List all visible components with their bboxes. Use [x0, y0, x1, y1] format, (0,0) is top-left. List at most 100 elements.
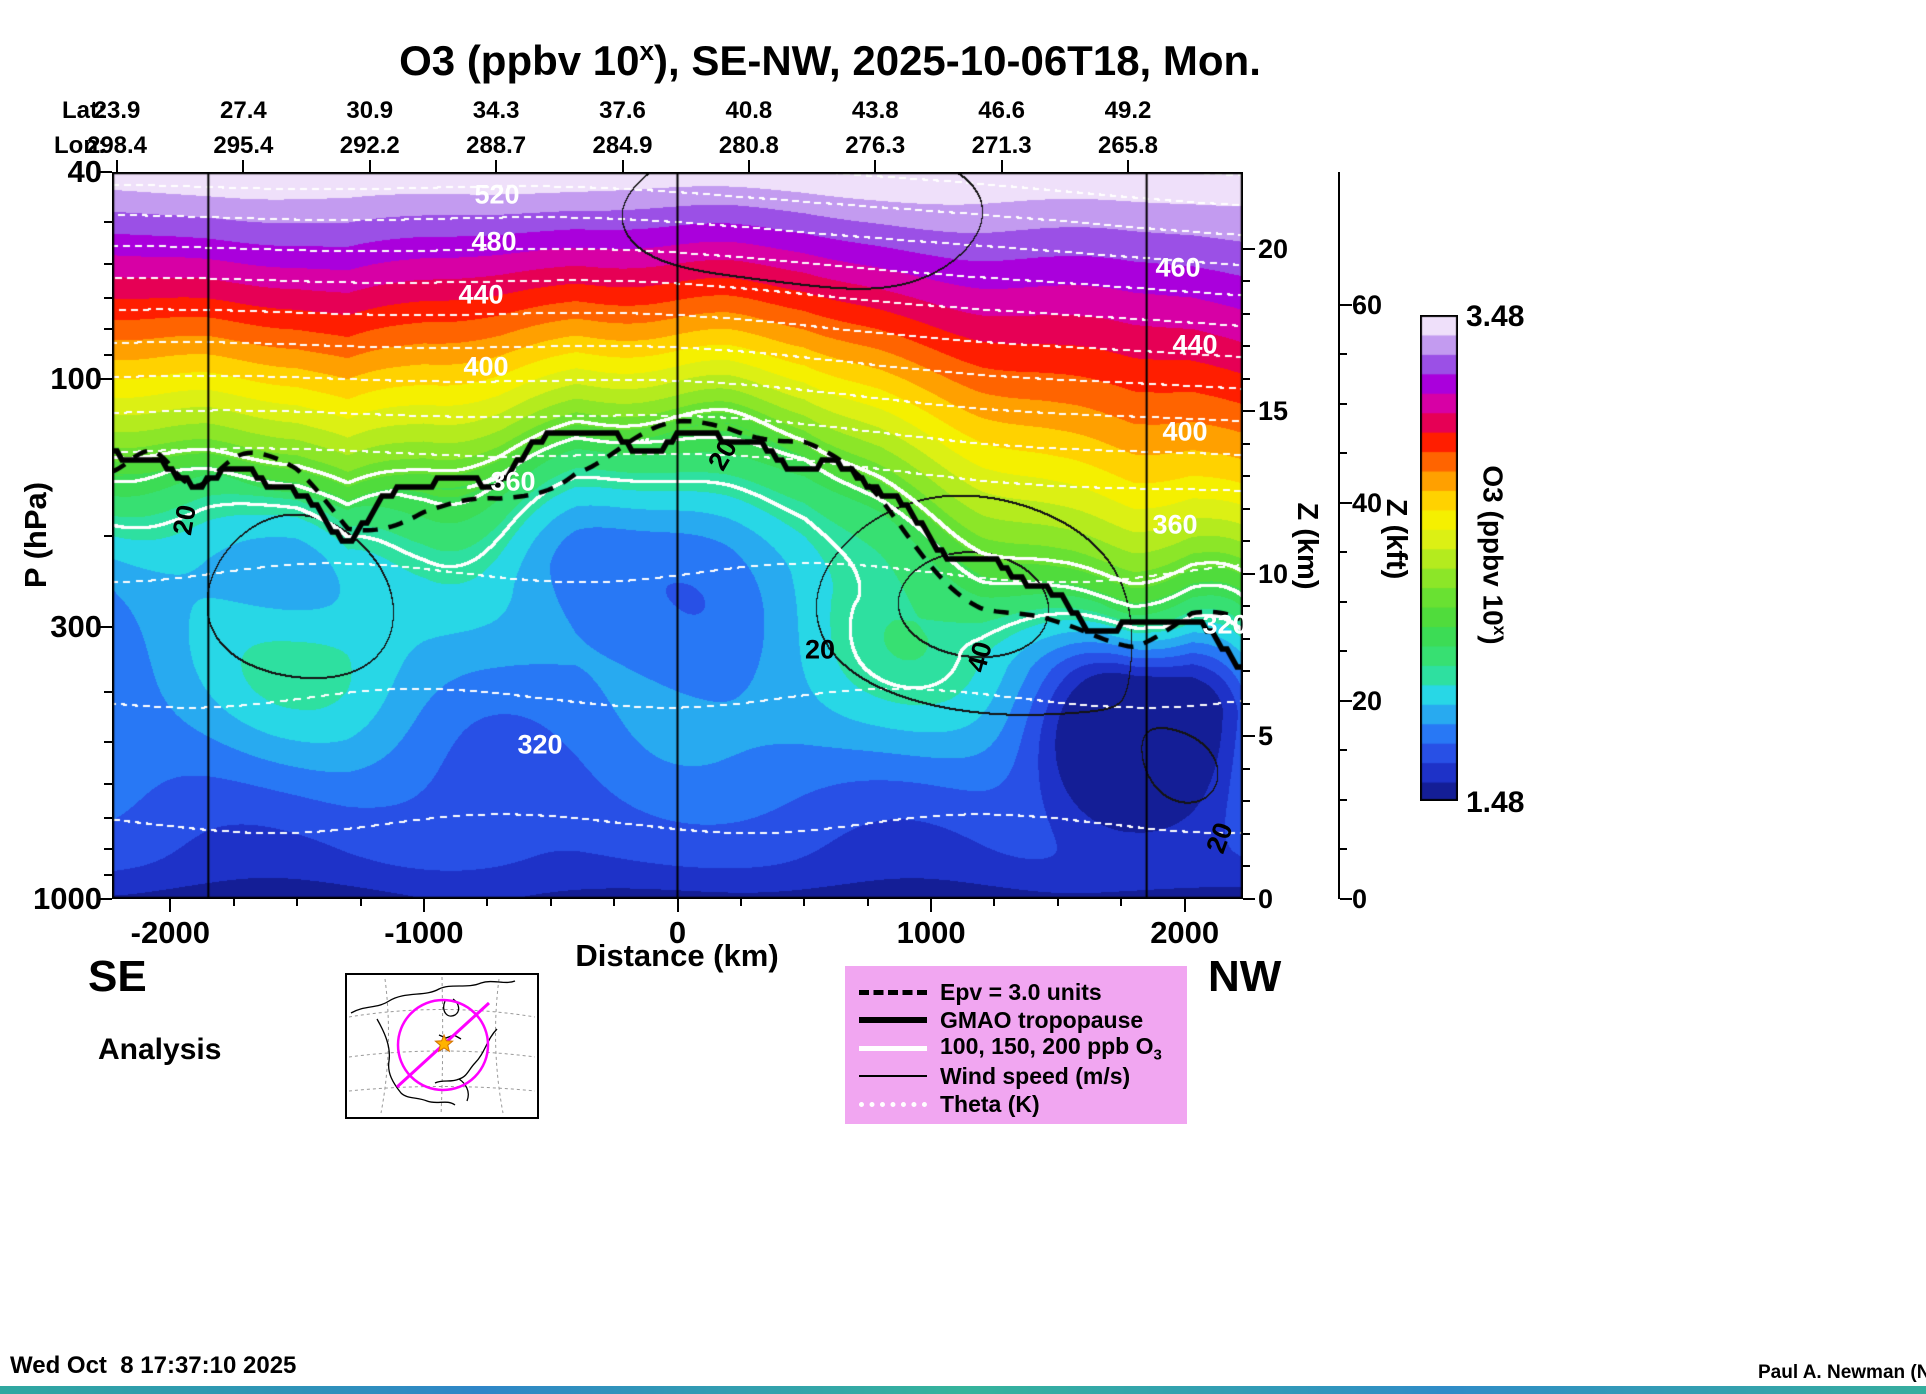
plot-title: O3 (ppbv 10x), SE-NW, 2025-10-06T18, Mon…: [0, 36, 1660, 85]
z-kft-tick-label: 60: [1352, 289, 1383, 320]
pressure-minor-tick: [104, 221, 112, 224]
z-km-tick-label: 15: [1258, 396, 1289, 427]
colorbar-title-suffix: ): [1477, 635, 1509, 645]
distance-tick: [993, 899, 996, 906]
map-coastline: [350, 980, 516, 1106]
z-kft-tick: [1340, 452, 1347, 455]
lat-value: 49.2: [1104, 97, 1152, 124]
pressure-major-tick: [98, 626, 112, 629]
lat-value: 23.9: [93, 97, 141, 124]
pressure-minor-tick: [104, 691, 112, 694]
theta-contour-label: 320: [517, 729, 563, 760]
z-kft-tick: [1340, 650, 1347, 653]
theta-contour-label: 360: [1152, 509, 1198, 540]
pressure-tick-label: 1000: [33, 881, 102, 916]
z-km-tick: [1243, 832, 1250, 835]
lat-value: 27.4: [220, 97, 267, 124]
credit-text: Paul A. Newman (NASA: [1758, 1362, 1926, 1383]
distance-tick-label: -2000: [130, 915, 210, 950]
z-km-tick: [1243, 312, 1250, 315]
z-kft-tick: [1340, 798, 1347, 801]
z-km-tick: [1243, 442, 1250, 445]
z-kft-tick: [1340, 600, 1347, 603]
lat-value: 34.3: [472, 97, 520, 124]
legend-line-sample: [859, 1017, 927, 1023]
distance-tick: [1056, 899, 1059, 906]
distance-tick: [930, 899, 933, 912]
wind-contour-label: 20: [804, 634, 836, 665]
legend-line-sample: [859, 1075, 927, 1077]
distance-tick: [676, 899, 679, 912]
render-timestamp: Wed Oct 8 17:37:10 2025: [10, 1352, 297, 1379]
theta-contour-label: 360: [490, 466, 536, 497]
pressure-minor-tick: [104, 874, 112, 877]
z-km-tick: [1243, 800, 1250, 803]
z-kft-tick-label: 20: [1352, 685, 1383, 716]
top-axis-tick: [621, 160, 624, 172]
lon-value: 288.7: [466, 132, 527, 159]
distance-tick: [232, 899, 235, 906]
legend-item-label: Wind speed (m/s): [940, 1062, 1131, 1089]
theta-contour-label: 460: [1155, 252, 1201, 283]
lon-value: 298.4: [86, 132, 148, 159]
pressure-minor-tick: [104, 534, 112, 537]
o3-cross-section-canvas: [112, 172, 1243, 899]
z-km-axis-title: Z (km): [1291, 502, 1323, 590]
z-kft-tick: [1340, 898, 1352, 900]
distance-tick: [422, 899, 425, 912]
z-kft-tick-label: 40: [1352, 487, 1383, 518]
z-kft-axis-title: Z (kft): [1380, 498, 1412, 580]
top-axis-tick: [747, 160, 750, 172]
map-section-circle: [396, 998, 490, 1092]
z-km-tick: [1243, 702, 1250, 705]
pressure-tick-label: 300: [50, 609, 102, 645]
wind-contour-label: 20: [167, 502, 202, 538]
bottom-color-strip: [0, 1386, 1926, 1394]
distance-tick-label: 0: [668, 915, 687, 950]
pressure-minor-tick: [104, 817, 112, 820]
z-km-tick: [1243, 572, 1255, 575]
z-km-tick-label: 0: [1258, 884, 1274, 914]
colorbar-min-label: 1.48: [1466, 786, 1525, 819]
legend-item: 100, 150, 200 ppb O3: [845, 1033, 1187, 1063]
top-axis-tick: [368, 160, 371, 172]
z-km-tick: [1243, 540, 1250, 543]
z-km-tick: [1243, 247, 1255, 250]
legend-line-sample: [859, 1101, 927, 1107]
z-km-tick: [1243, 345, 1250, 348]
legend-item: Theta (K): [845, 1090, 1187, 1118]
pressure-minor-tick: [104, 262, 112, 265]
pressure-minor-tick: [104, 297, 112, 300]
legend-line-sample: [859, 989, 927, 995]
z-kft-tick: [1340, 699, 1352, 702]
theta-contour-label: 320: [1202, 609, 1248, 640]
pressure-axis-title: P (hPa): [18, 481, 53, 589]
top-axis-tick: [242, 160, 245, 172]
distance-tick: [613, 899, 616, 906]
top-axis-tick: [874, 160, 877, 172]
z-km-tick: [1243, 475, 1250, 478]
z-kft-tick: [1340, 303, 1352, 306]
legend-item-label: GMAO tropopause: [940, 1006, 1144, 1033]
pressure-minor-tick: [104, 354, 112, 357]
title-superscript: x: [639, 36, 655, 66]
z-km-tick: [1243, 637, 1250, 640]
lat-value: 46.6: [978, 97, 1025, 124]
theta-contour-label: 440: [458, 279, 504, 310]
title-prefix: O3 (ppbv 10: [399, 37, 640, 84]
colorbar-title-superscript: x: [1490, 625, 1510, 636]
z-km-tick: [1243, 898, 1255, 900]
lat-value: 37.6: [599, 97, 646, 124]
z-km-tick: [1243, 767, 1250, 770]
z-kft-tick: [1340, 402, 1347, 405]
legend-item-label: Theta (K): [940, 1090, 1040, 1117]
lon-value: 292.2: [339, 132, 400, 159]
distance-tick: [803, 899, 806, 906]
top-axis-tick: [495, 160, 498, 172]
z-km-tick-label: 20: [1258, 233, 1289, 264]
theta-contour-label: 520: [474, 179, 520, 210]
pressure-tick-label: 100: [50, 360, 102, 396]
distance-tick-label: 2000: [1150, 915, 1220, 950]
theta-contour-label: 400: [1162, 416, 1208, 447]
